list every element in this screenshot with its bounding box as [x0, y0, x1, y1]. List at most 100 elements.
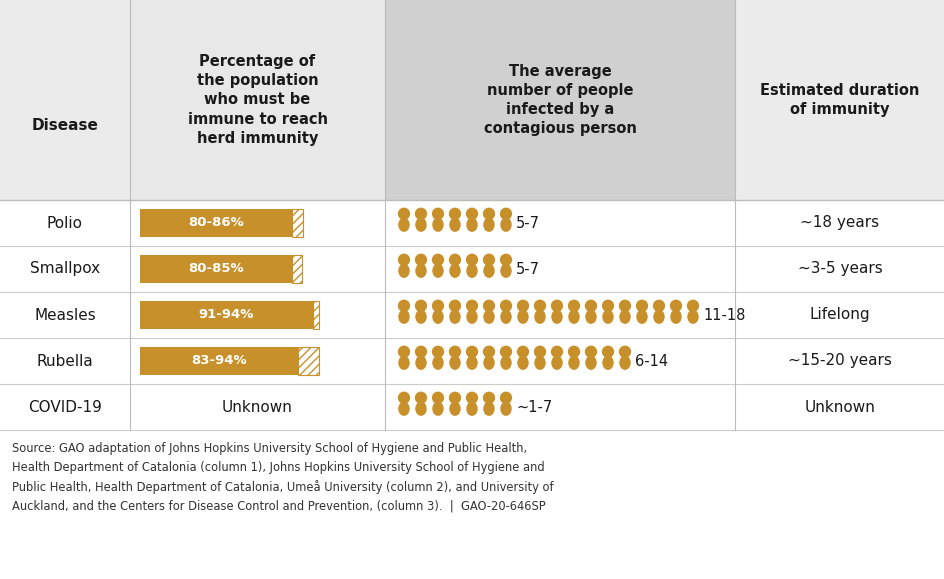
FancyBboxPatch shape — [297, 347, 318, 375]
Circle shape — [397, 391, 410, 404]
Circle shape — [414, 299, 427, 312]
Circle shape — [397, 346, 410, 358]
Circle shape — [397, 254, 410, 266]
Ellipse shape — [397, 310, 410, 324]
FancyBboxPatch shape — [0, 292, 944, 338]
Ellipse shape — [448, 356, 461, 370]
Text: Measles: Measles — [34, 307, 95, 323]
FancyBboxPatch shape — [130, 0, 384, 200]
Text: The average
number of people
infected by a
contagious person: The average number of people infected by… — [483, 64, 635, 136]
Circle shape — [601, 299, 614, 312]
Ellipse shape — [584, 356, 596, 370]
FancyBboxPatch shape — [140, 255, 292, 283]
Ellipse shape — [414, 310, 427, 324]
Ellipse shape — [567, 356, 579, 370]
Ellipse shape — [465, 356, 478, 370]
Circle shape — [482, 254, 495, 266]
Circle shape — [516, 299, 529, 312]
Text: ~3-5 years: ~3-5 years — [797, 262, 882, 277]
Ellipse shape — [414, 356, 427, 370]
Circle shape — [533, 346, 546, 358]
Ellipse shape — [601, 310, 613, 324]
Circle shape — [448, 391, 461, 404]
Ellipse shape — [482, 263, 495, 278]
Circle shape — [414, 208, 427, 220]
Circle shape — [448, 299, 461, 312]
Ellipse shape — [652, 310, 664, 324]
Ellipse shape — [465, 218, 478, 232]
Circle shape — [499, 346, 512, 358]
Ellipse shape — [448, 218, 461, 232]
Circle shape — [499, 208, 512, 220]
Ellipse shape — [431, 263, 444, 278]
Text: 80-85%: 80-85% — [188, 262, 244, 276]
Ellipse shape — [499, 263, 512, 278]
Text: 11-18: 11-18 — [702, 307, 745, 323]
Circle shape — [686, 299, 699, 312]
Circle shape — [482, 208, 495, 220]
Circle shape — [431, 299, 444, 312]
Circle shape — [414, 391, 427, 404]
Ellipse shape — [414, 402, 427, 416]
Circle shape — [465, 346, 478, 358]
Circle shape — [465, 254, 478, 266]
Circle shape — [465, 208, 478, 220]
Ellipse shape — [482, 310, 495, 324]
FancyBboxPatch shape — [312, 301, 318, 329]
Text: 6-14: 6-14 — [634, 354, 667, 368]
Ellipse shape — [414, 218, 427, 232]
Ellipse shape — [567, 310, 579, 324]
Circle shape — [431, 391, 444, 404]
Circle shape — [482, 346, 495, 358]
Ellipse shape — [686, 310, 698, 324]
Text: Percentage of
the population
who must be
immune to reach
herd immunity: Percentage of the population who must be… — [187, 54, 328, 146]
Circle shape — [448, 208, 461, 220]
Text: Unknown: Unknown — [803, 400, 874, 415]
Ellipse shape — [448, 402, 461, 416]
Text: 5-7: 5-7 — [515, 215, 539, 230]
Circle shape — [397, 299, 410, 312]
FancyBboxPatch shape — [0, 246, 944, 292]
FancyBboxPatch shape — [292, 255, 301, 283]
Circle shape — [448, 254, 461, 266]
Text: Lifelong: Lifelong — [809, 307, 869, 323]
Ellipse shape — [431, 356, 444, 370]
Ellipse shape — [635, 310, 647, 324]
Ellipse shape — [618, 356, 630, 370]
FancyBboxPatch shape — [140, 209, 292, 237]
Circle shape — [448, 346, 461, 358]
Circle shape — [533, 299, 546, 312]
Circle shape — [567, 299, 580, 312]
Circle shape — [397, 208, 410, 220]
Text: Polio: Polio — [47, 215, 83, 230]
Text: Unknown: Unknown — [222, 400, 293, 415]
FancyBboxPatch shape — [384, 0, 734, 200]
FancyBboxPatch shape — [0, 384, 944, 430]
Ellipse shape — [397, 402, 410, 416]
Ellipse shape — [533, 310, 545, 324]
Ellipse shape — [448, 263, 461, 278]
Ellipse shape — [465, 310, 478, 324]
Ellipse shape — [601, 356, 613, 370]
FancyBboxPatch shape — [292, 209, 303, 237]
Ellipse shape — [482, 218, 495, 232]
Text: ~1-7: ~1-7 — [515, 400, 551, 415]
Circle shape — [584, 299, 597, 312]
Text: Rubella: Rubella — [37, 354, 93, 368]
Ellipse shape — [618, 310, 630, 324]
Ellipse shape — [397, 218, 410, 232]
Ellipse shape — [431, 310, 444, 324]
Circle shape — [465, 299, 478, 312]
Ellipse shape — [499, 218, 512, 232]
Circle shape — [414, 346, 427, 358]
Text: 91-94%: 91-94% — [198, 309, 254, 321]
Circle shape — [550, 346, 563, 358]
Circle shape — [499, 391, 512, 404]
FancyBboxPatch shape — [0, 338, 944, 384]
Text: Estimated duration
of immunity: Estimated duration of immunity — [760, 83, 919, 117]
Text: 83-94%: 83-94% — [191, 354, 246, 368]
Ellipse shape — [431, 218, 444, 232]
Circle shape — [618, 299, 631, 312]
FancyBboxPatch shape — [0, 200, 944, 246]
Circle shape — [482, 391, 495, 404]
